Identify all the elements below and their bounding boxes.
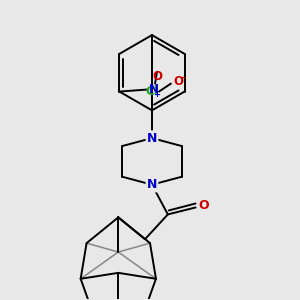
Text: N: N bbox=[149, 83, 159, 96]
Text: N: N bbox=[147, 132, 157, 145]
Text: N: N bbox=[147, 178, 157, 191]
Text: O: O bbox=[152, 70, 162, 83]
Text: Cl: Cl bbox=[146, 85, 159, 98]
Text: -: - bbox=[181, 73, 185, 83]
Text: O: O bbox=[173, 75, 183, 88]
Text: +: + bbox=[154, 90, 160, 99]
Text: O: O bbox=[198, 199, 209, 212]
